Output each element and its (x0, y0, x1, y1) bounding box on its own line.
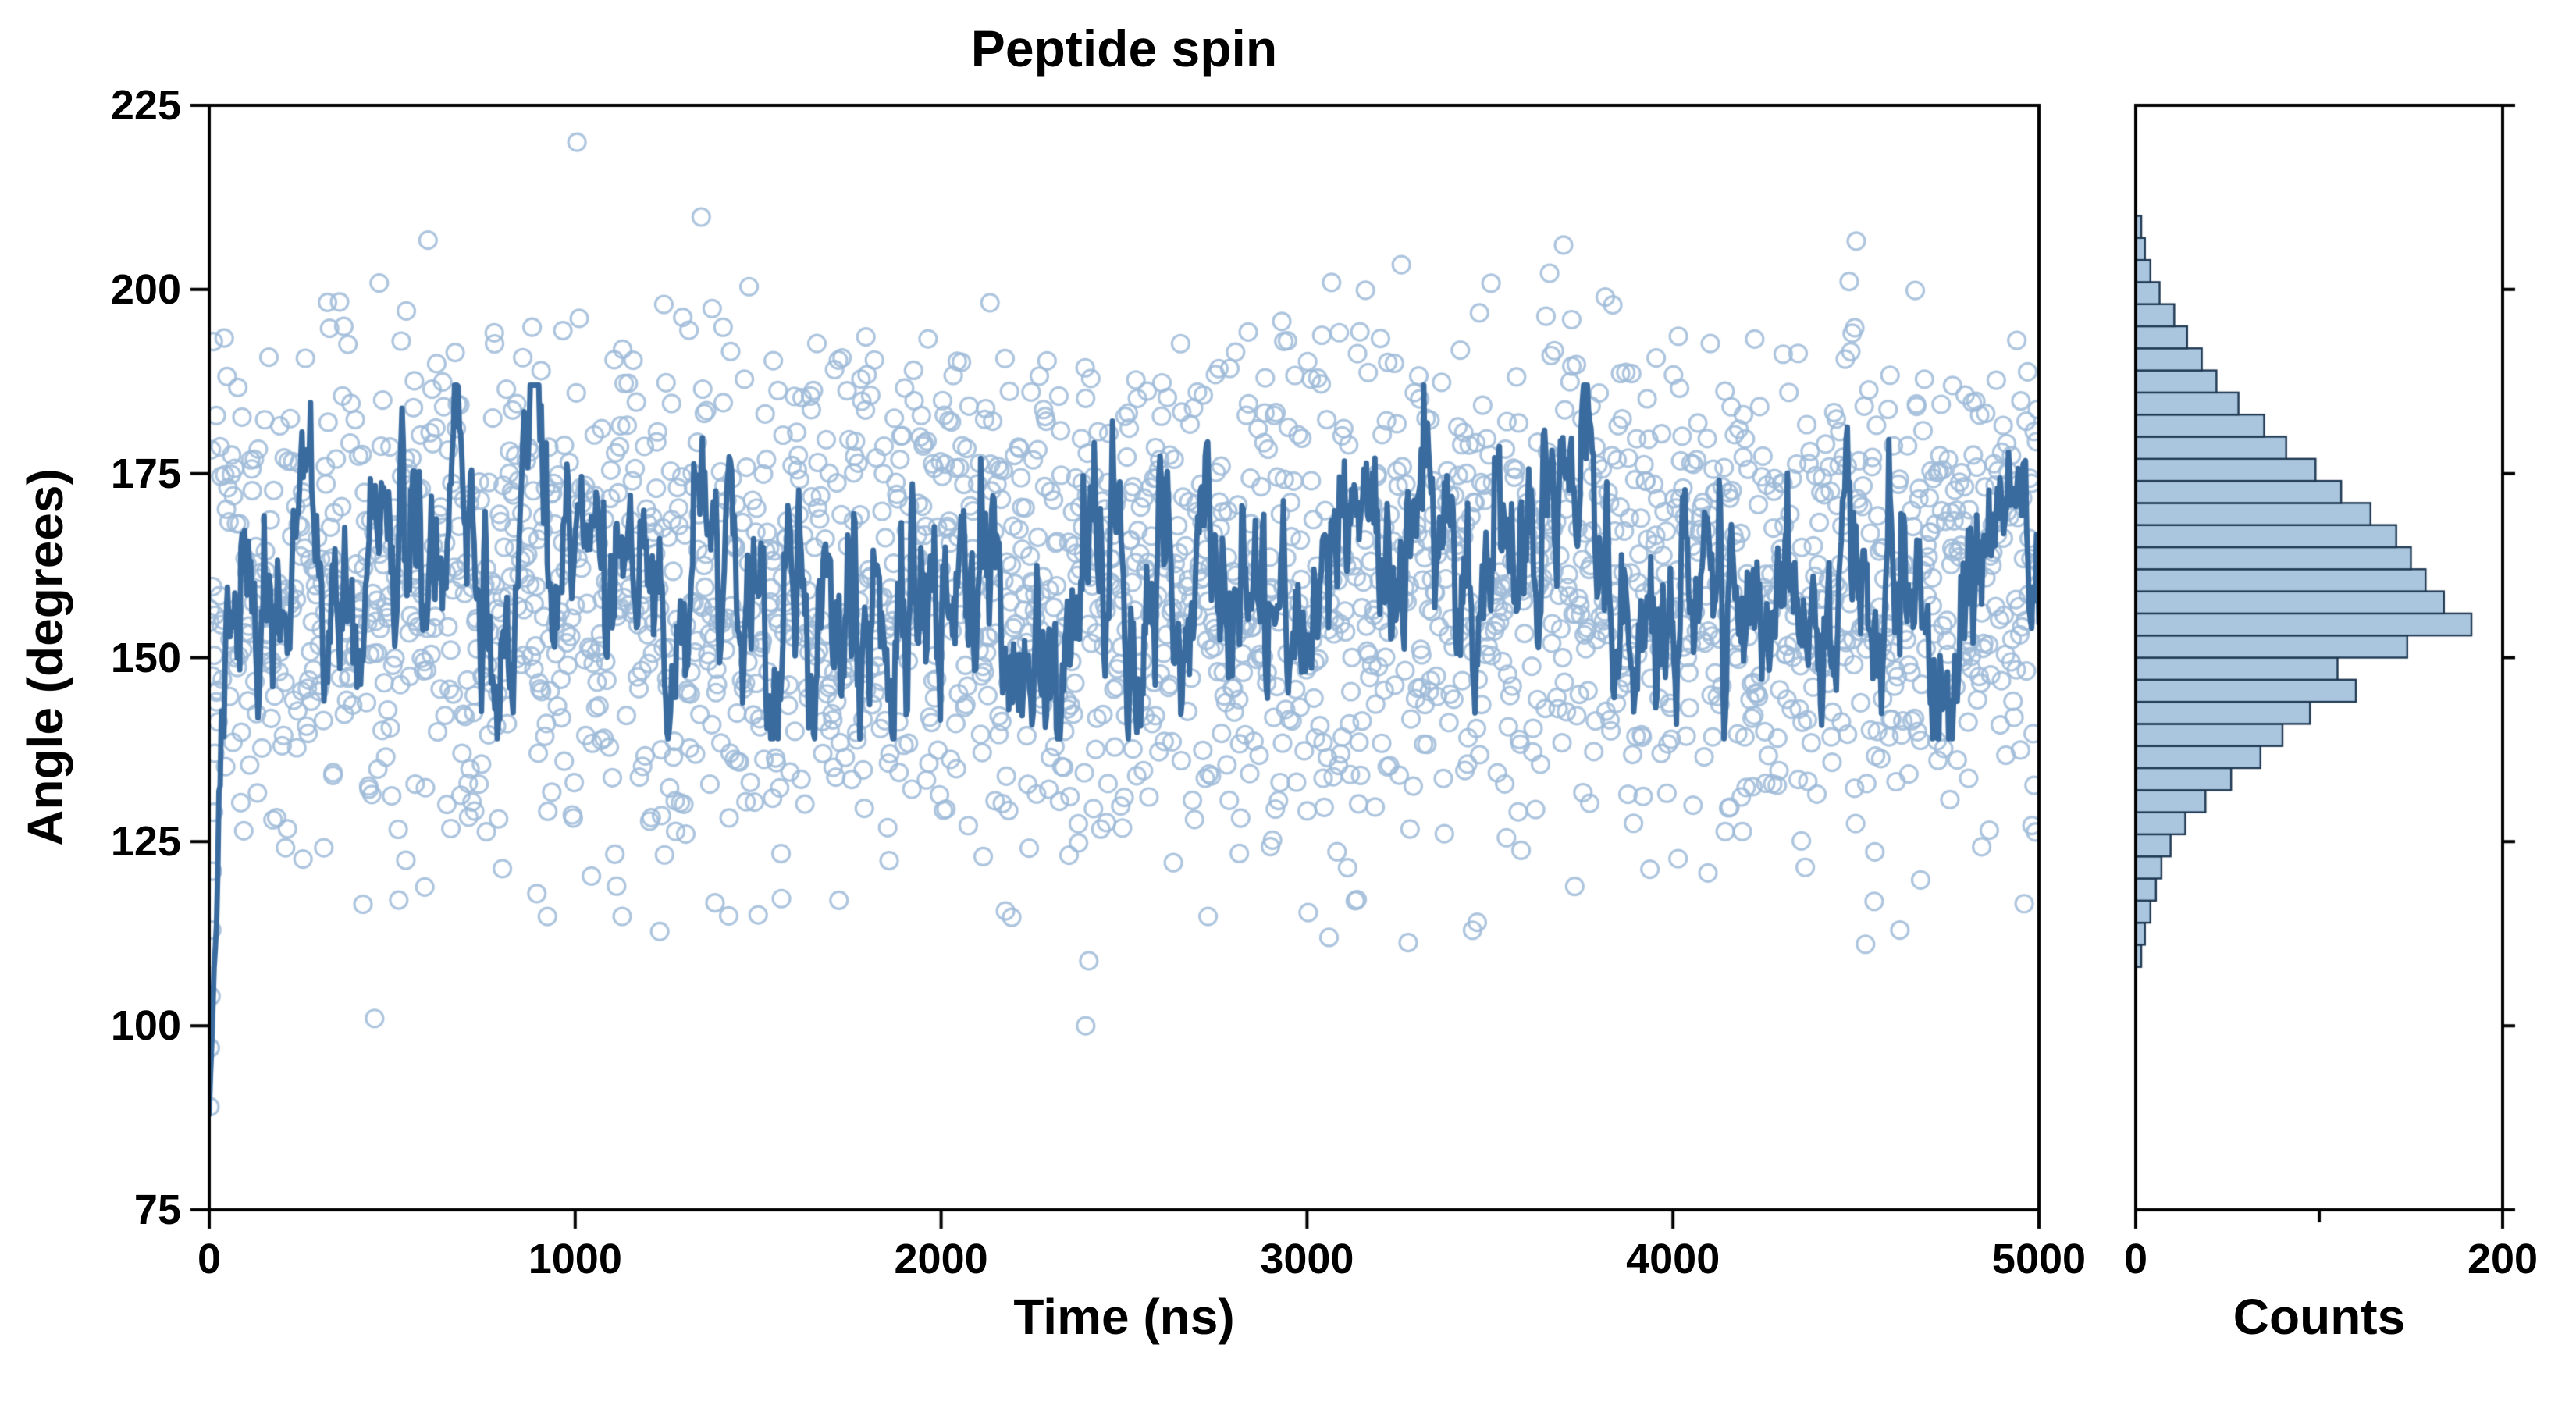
hist-x-tick-label: 200 (2467, 1236, 2539, 1282)
x-tick-label: 5000 (1991, 1236, 2087, 1282)
y-axis-label: Angle (degrees) (17, 468, 73, 846)
x-tick-label: 0 (197, 1236, 222, 1282)
x-tick-label: 1000 (528, 1236, 622, 1282)
y-tick-label: 75 (133, 1186, 181, 1233)
y-tick-label: 150 (110, 634, 181, 681)
hist-x-tick-label: 0 (2123, 1236, 2148, 1282)
y-tick-label: 225 (110, 82, 181, 129)
y-tick-label: 125 (110, 818, 181, 866)
hist-axis-label: Counts (2233, 1289, 2406, 1345)
y-tick-label: 175 (110, 450, 181, 497)
x-tick-label: 2000 (894, 1236, 988, 1282)
y-tick-label: 100 (110, 1002, 181, 1050)
chart-title: Peptide spin (970, 20, 1278, 77)
y-tick-label: 200 (110, 265, 181, 313)
x-axis-label: Time (ns) (1013, 1289, 1235, 1345)
x-tick-label: 3000 (1260, 1236, 1354, 1282)
x-tick-label: 4000 (1626, 1236, 1720, 1282)
